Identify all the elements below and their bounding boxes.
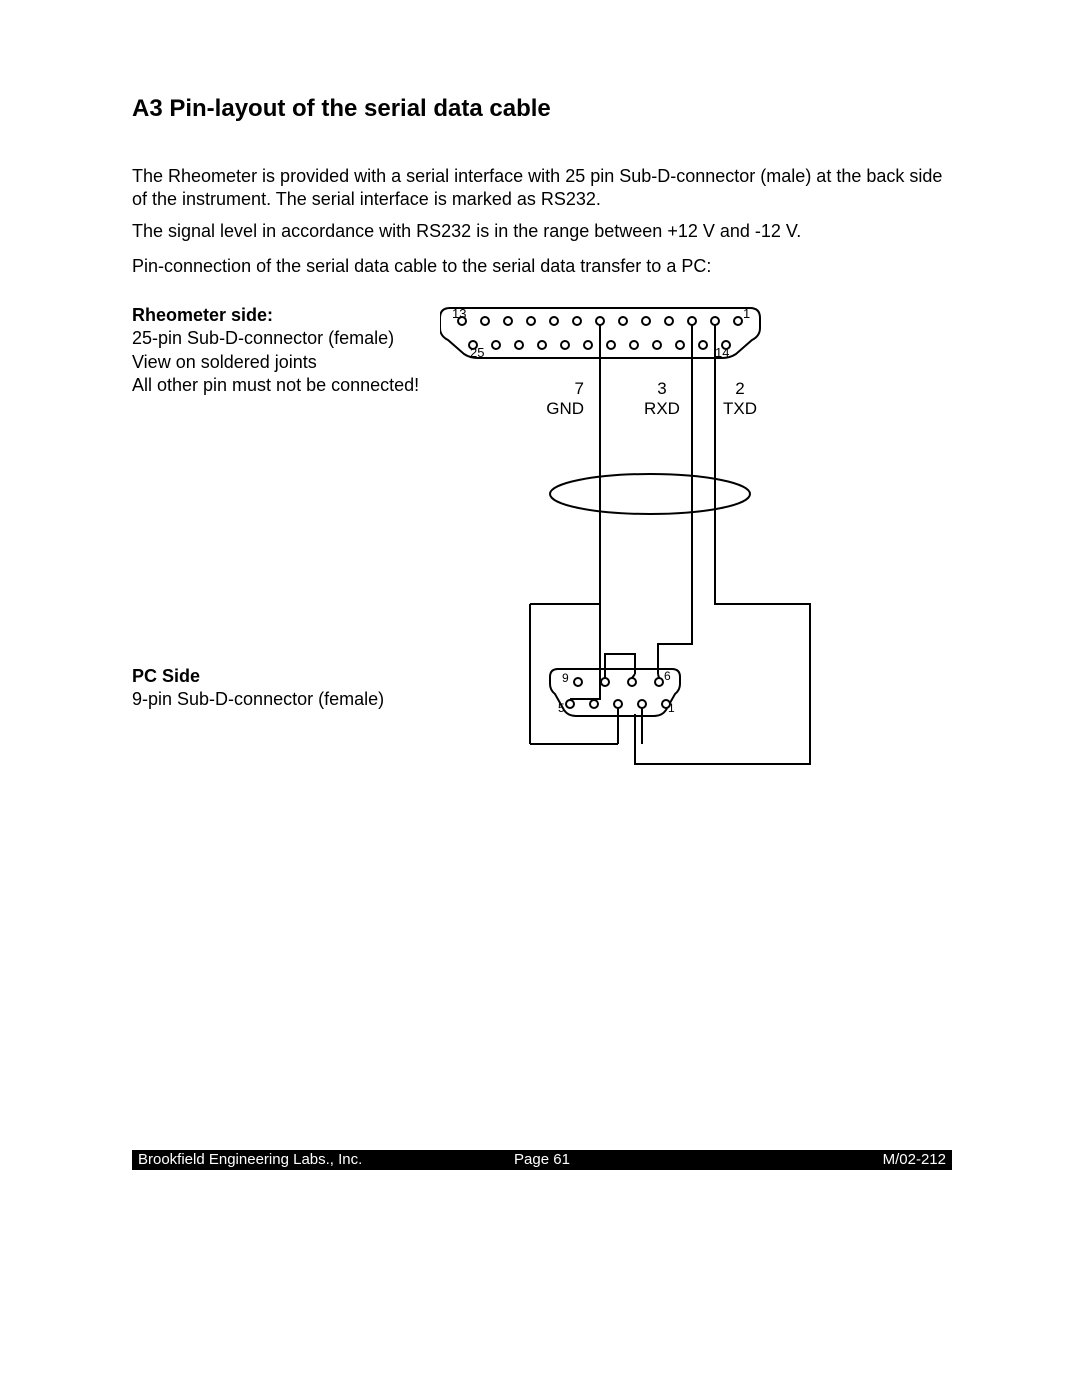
db9-top-pins (574, 678, 663, 686)
rheometer-side-line-3: All other pin must not be connected! (132, 375, 419, 395)
db25-label-bl: 25 (470, 345, 484, 360)
page-title: A3 Pin-layout of the serial data cable (132, 95, 551, 123)
db9-label-tl: 9 (562, 671, 569, 685)
db9-label-bl: 5 (558, 701, 565, 715)
signal-name-txd: TXD (723, 399, 757, 418)
pc-side-line-1: 9-pin Sub-D-connector (female) (132, 689, 384, 709)
rheometer-side-block: Rheometer side: 25-pin Sub-D-connector (… (132, 304, 419, 398)
rheometer-side-line-1: 25-pin Sub-D-connector (female) (132, 328, 394, 348)
db25-top-pins (458, 317, 742, 325)
db25-corner-labels: 13 1 25 14 (452, 306, 750, 360)
paragraph-2: The signal level in accordance with RS23… (132, 220, 952, 243)
signal-name-rxd: RXD (644, 399, 680, 418)
rheometer-side-title: Rheometer side: (132, 305, 273, 325)
db9-label-tr: 6 (664, 669, 671, 683)
pc-side-title: PC Side (132, 666, 200, 686)
db9-bottom-pins (566, 700, 670, 708)
signal-num-7: 7 (575, 379, 584, 398)
db9-lead-2 (632, 674, 635, 678)
signal-num-2: 2 (735, 379, 744, 398)
paragraph-3: Pin-connection of the serial data cable … (132, 255, 952, 278)
page-footer: Brookfield Engineering Labs., Inc. Page … (132, 1150, 952, 1170)
signal-num-3: 3 (657, 379, 666, 398)
db9-label-br: 1 (668, 701, 675, 715)
db9-jumper (605, 654, 635, 674)
footer-right: M/02-212 (883, 1151, 946, 1168)
cable-shield-ellipse (550, 474, 750, 514)
page: A3 Pin-layout of the serial data cable T… (0, 0, 1080, 1397)
pc-side-block: PC Side 9-pin Sub-D-connector (female) (132, 665, 384, 712)
signal-name-gnd: GND (546, 399, 584, 418)
db25-label-tl: 13 (452, 306, 466, 321)
footer-center: Page 61 (132, 1151, 952, 1168)
rheometer-side-line-2: View on soldered joints (132, 352, 317, 372)
diagram-group: 13 1 25 14 7 GND 3 RXD 2 TXD (440, 306, 810, 764)
cable-diagram: 13 1 25 14 7 GND 3 RXD 2 TXD (440, 304, 860, 784)
db25-label-br: 14 (715, 345, 729, 360)
signal-labels: 7 GND 3 RXD 2 TXD (546, 379, 757, 418)
db9-lead-3 (658, 674, 659, 678)
db25-label-tr: 1 (743, 306, 750, 321)
paragraph-1: The Rheometer is provided with a serial … (132, 165, 952, 212)
